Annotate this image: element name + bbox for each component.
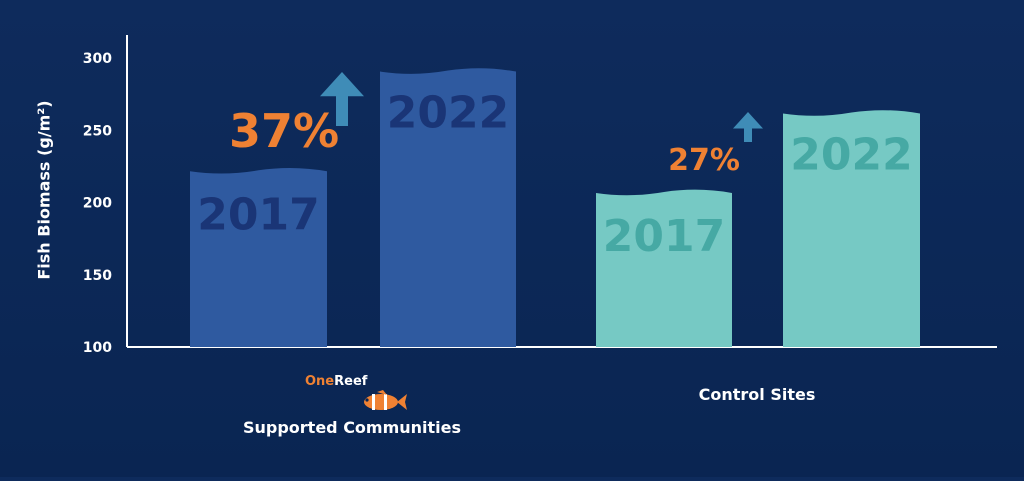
up-arrow-head-icon — [320, 72, 364, 97]
clownfish-icon — [364, 390, 407, 410]
bar-label: 2022 — [790, 129, 912, 180]
bar-label: 2017 — [603, 211, 725, 262]
y-tick-label: 100 — [83, 340, 112, 356]
bar-supported-2022 — [380, 68, 516, 348]
y-tick-label: 250 — [83, 123, 112, 139]
up-arrow-head-icon — [733, 112, 763, 129]
logo-text-reef: Reef — [334, 374, 368, 389]
logo-text-one: One — [305, 374, 335, 389]
bar-label: 2017 — [197, 189, 319, 240]
percent-change: 27% — [668, 143, 740, 178]
percent-change: 37% — [229, 104, 339, 158]
bar-label: 2022 — [387, 88, 509, 139]
y-tick-label: 300 — [83, 51, 112, 67]
up-arrow-icon — [336, 94, 348, 126]
logo-text: OneReef — [305, 374, 367, 389]
bar-control-2017 — [596, 189, 732, 347]
group-label-supported: Supported Communities — [242, 418, 462, 437]
bar-control-2022 — [783, 110, 920, 348]
onereef-logo: OneReef — [305, 372, 407, 416]
group-label-control: Control Sites — [698, 385, 816, 404]
bar-supported-2017 — [190, 167, 327, 347]
y-axis-label: Fish Biomass (g/m²) — [34, 100, 54, 280]
y-tick-label: 150 — [83, 268, 112, 284]
up-arrow-icon — [744, 126, 752, 142]
y-tick-label: 200 — [83, 196, 112, 212]
